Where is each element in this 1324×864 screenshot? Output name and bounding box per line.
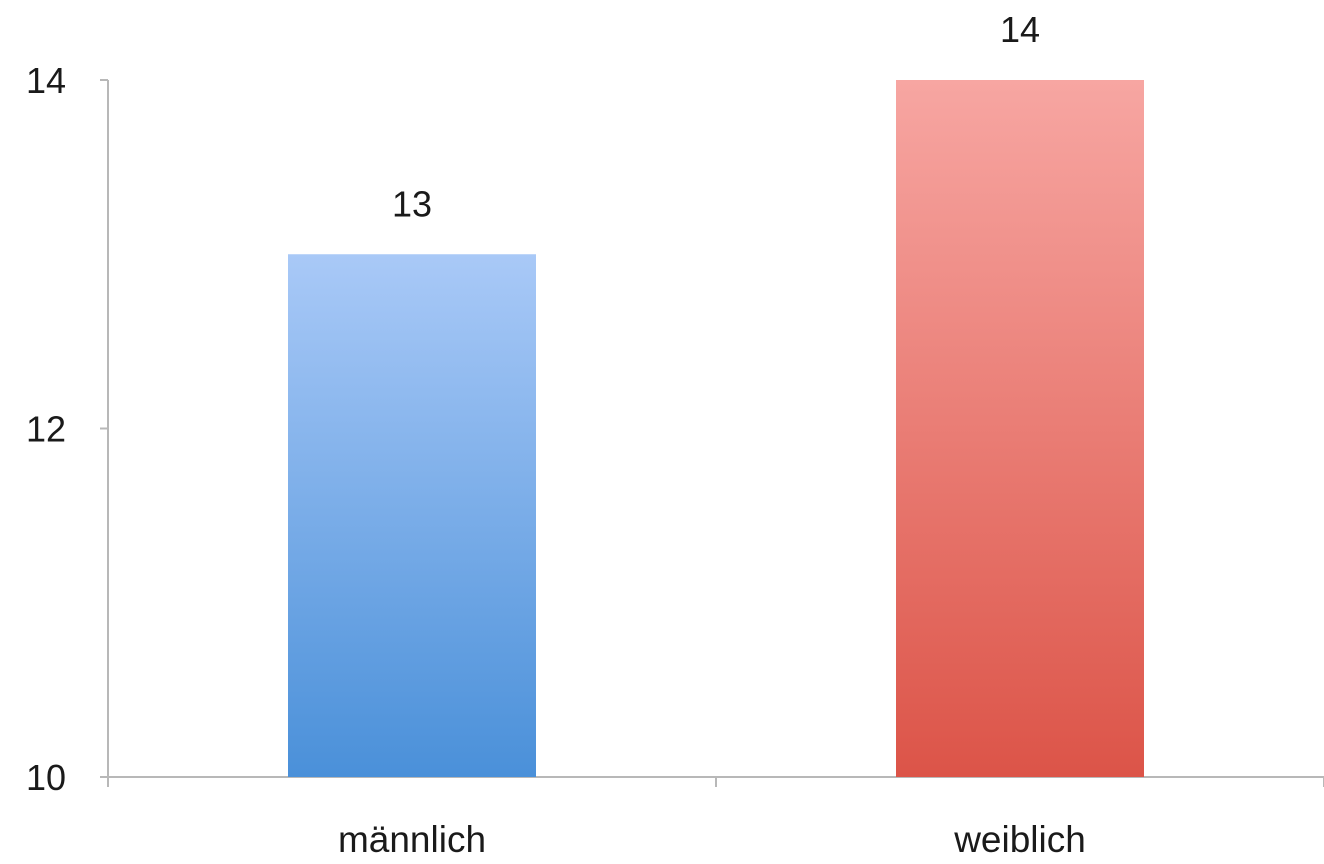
y-tick-label: 10	[26, 757, 66, 798]
category-label: weiblich	[953, 819, 1086, 860]
category-label: männlich	[338, 819, 486, 860]
bar-weiblich	[896, 80, 1144, 777]
bar-maennlich	[288, 254, 536, 777]
data-label: 14	[1000, 9, 1040, 50]
labels: 10 12 14 13 männlich 14 weiblich	[26, 9, 1086, 860]
data-label: 13	[392, 183, 432, 224]
y-tick-label: 12	[26, 409, 66, 450]
bars	[288, 80, 1144, 777]
y-tick-label: 14	[26, 60, 66, 101]
